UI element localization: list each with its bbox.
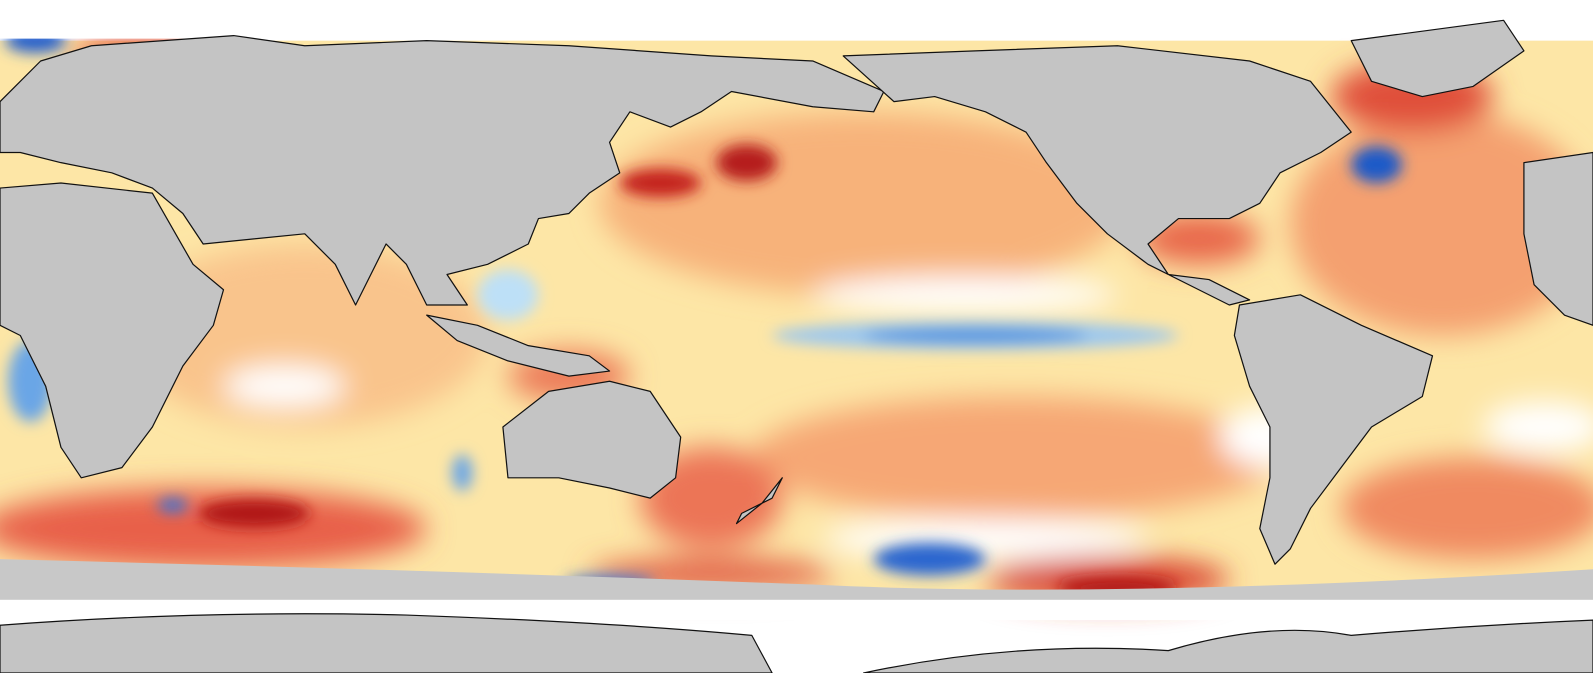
neutral-region bbox=[812, 276, 1118, 314]
cool-region bbox=[452, 454, 473, 492]
neutral-region bbox=[822, 518, 1149, 560]
neutral-region bbox=[1483, 401, 1593, 453]
south-america bbox=[1233, 294, 1434, 565]
arctic-white bbox=[0, 0, 1593, 39]
cool-region bbox=[873, 542, 986, 576]
hot-spot bbox=[716, 144, 778, 181]
antarctica bbox=[0, 613, 1593, 673]
warm-region bbox=[751, 396, 1281, 519]
cool-region bbox=[863, 327, 1088, 344]
warm-region bbox=[1341, 457, 1593, 560]
hot-spot bbox=[619, 168, 702, 198]
anomaly-extremes bbox=[5, 28, 1403, 598]
africa-east-edge bbox=[1523, 151, 1593, 326]
warm-region bbox=[0, 487, 427, 570]
eurasia bbox=[0, 34, 885, 306]
cool-region bbox=[1351, 146, 1403, 183]
new-zealand bbox=[735, 477, 783, 525]
neutral-region bbox=[223, 365, 346, 407]
australia bbox=[502, 380, 682, 499]
hot-spot bbox=[198, 499, 310, 528]
maritime-southeast-asia bbox=[426, 314, 611, 377]
sea-ice bbox=[0, 559, 1593, 610]
africa bbox=[0, 182, 225, 479]
cool-region bbox=[157, 498, 188, 513]
north-america bbox=[842, 45, 1352, 306]
cool-region bbox=[477, 269, 539, 321]
greenland bbox=[1350, 19, 1525, 98]
